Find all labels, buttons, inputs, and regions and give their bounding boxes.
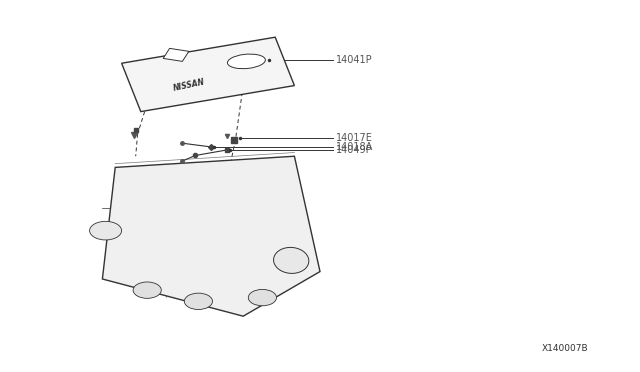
Text: 14049P: 14049P — [336, 145, 372, 155]
Ellipse shape — [227, 54, 266, 69]
Text: 14017E: 14017E — [336, 133, 373, 142]
Polygon shape — [102, 156, 320, 316]
Polygon shape — [122, 37, 294, 112]
Circle shape — [184, 293, 212, 310]
Ellipse shape — [273, 247, 309, 273]
Text: 14018A: 14018A — [336, 142, 373, 152]
Circle shape — [133, 282, 161, 298]
Text: X140007B: X140007B — [542, 344, 589, 353]
Polygon shape — [163, 48, 189, 61]
Text: 14041P: 14041P — [336, 55, 372, 64]
Circle shape — [90, 221, 122, 240]
Circle shape — [248, 289, 276, 306]
Text: NISSAN: NISSAN — [172, 78, 205, 93]
